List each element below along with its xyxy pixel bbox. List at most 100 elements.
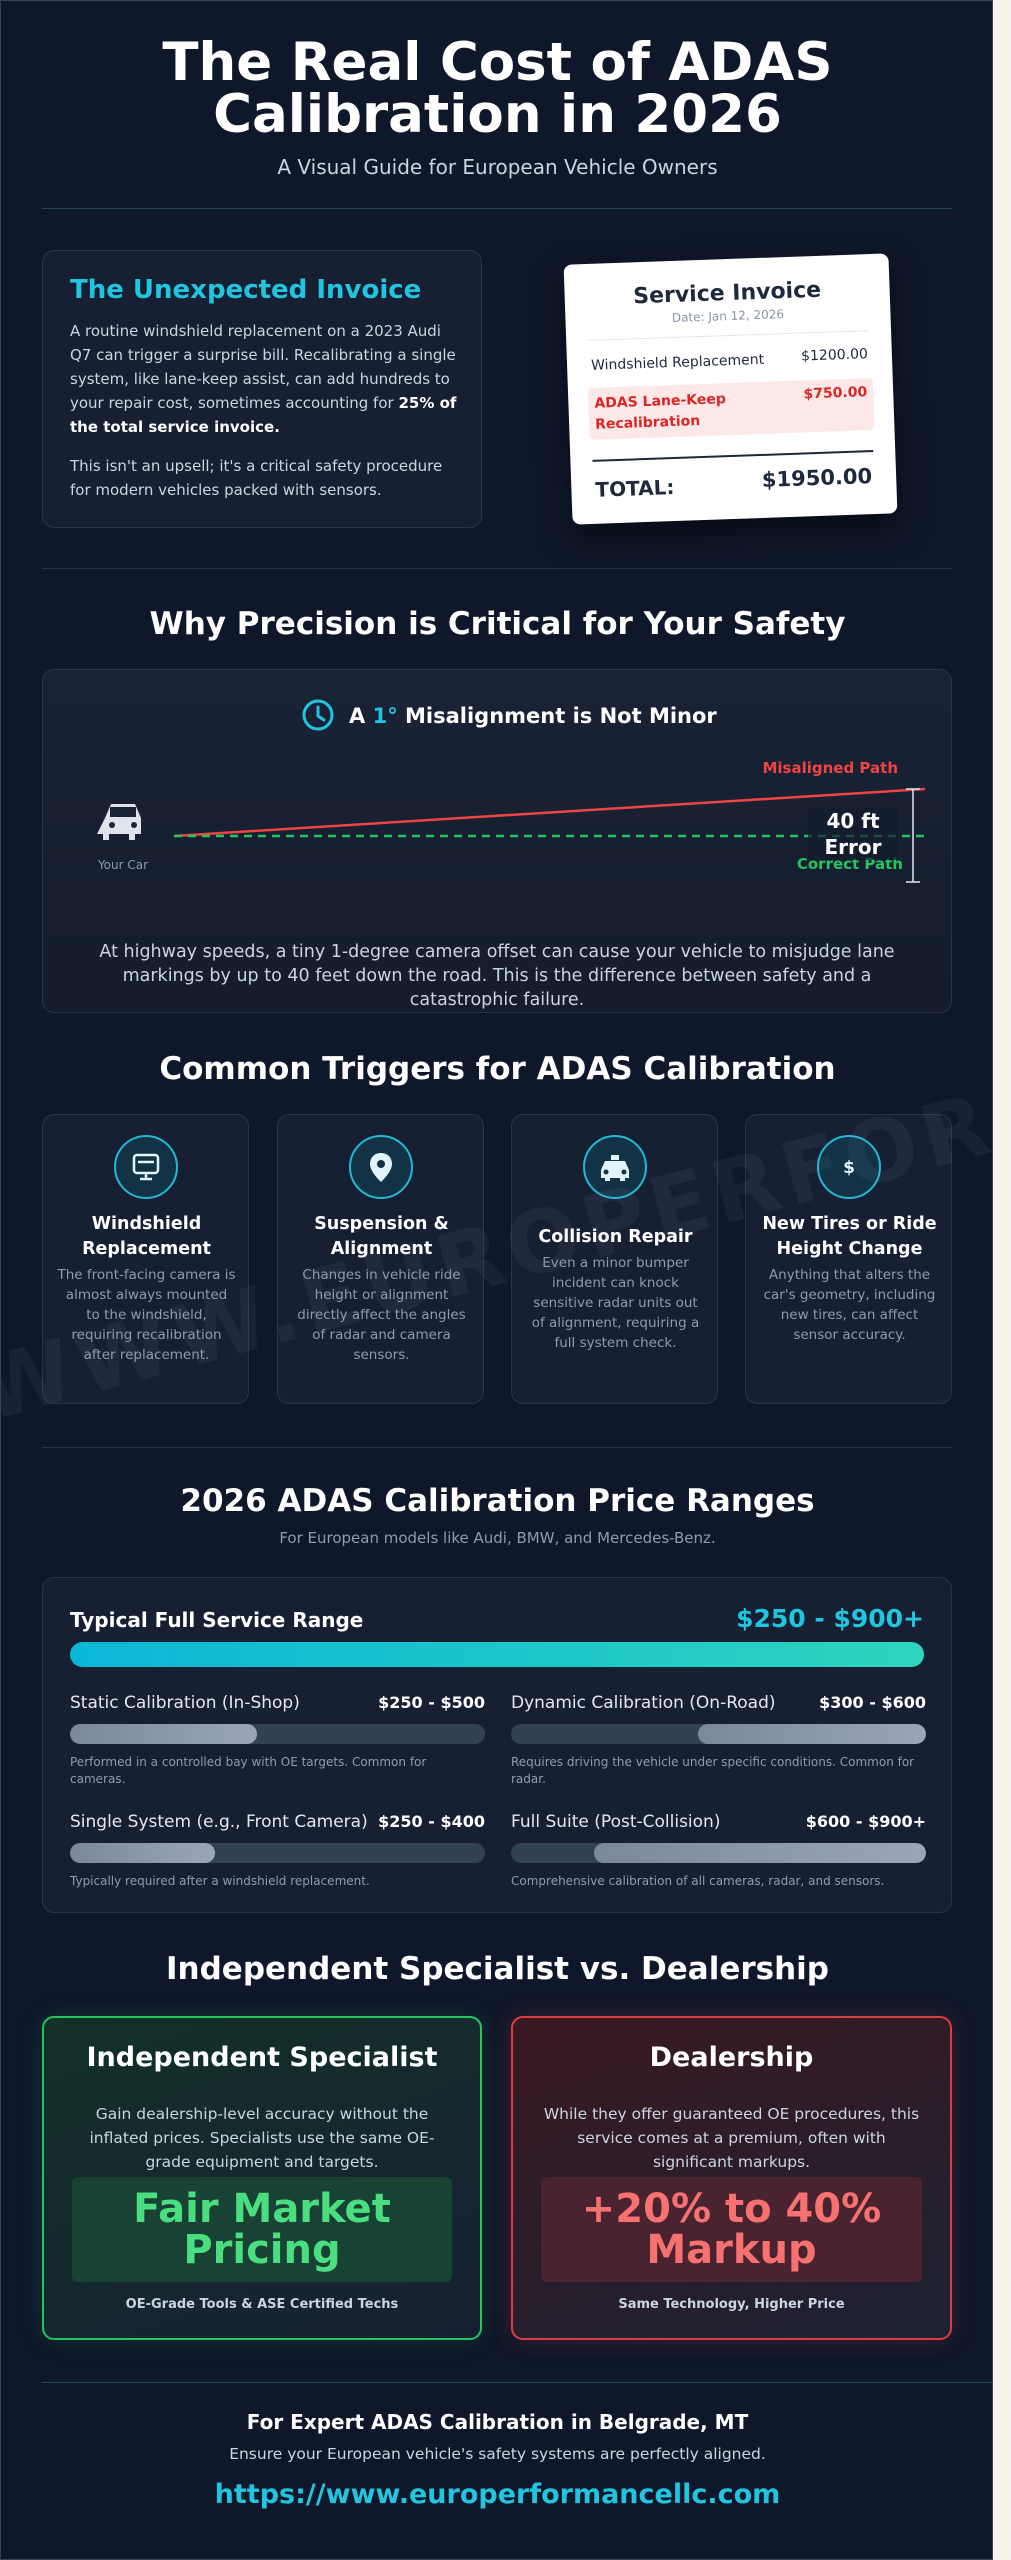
price-card: Typical Full Service Range $250 - $900+ … bbox=[42, 1577, 952, 1913]
invoice-card: Service Invoice Date: Jan 12, 2026 Winds… bbox=[563, 253, 898, 525]
highlight-text: +20% to 40% Markup bbox=[581, 2185, 882, 2273]
text: A bbox=[349, 704, 373, 728]
divider bbox=[42, 568, 952, 569]
price-label: Static Calibration (In-Shop) bbox=[70, 1693, 300, 1713]
diagram-card: A 1° Misalignment is Not Minor Your Car … bbox=[42, 669, 952, 1013]
trigger-card: Suspension & Alignment Changes in vehicl… bbox=[277, 1114, 484, 1404]
price-value: $600 - $900+ bbox=[805, 1812, 926, 1831]
price-bar-fill bbox=[70, 1724, 257, 1744]
price-value: $250 - $400 bbox=[378, 1812, 485, 1831]
highlight-box: Fair Market Pricing bbox=[72, 2177, 452, 2282]
invoice-item: ADAS Lane-Keep Recalibration bbox=[594, 391, 727, 433]
divider bbox=[42, 2382, 992, 2383]
alignment-diagram: A 1° Misalignment is Not Minor Your Car … bbox=[97, 699, 926, 883]
card-text: While they offer guaranteed OE procedure… bbox=[543, 2105, 920, 2171]
range-value: $250 - $900+ bbox=[736, 1604, 924, 1633]
trigger-title: Windshield Replacement bbox=[82, 1214, 211, 1259]
icon bbox=[583, 1135, 647, 1199]
price-bar-fill bbox=[70, 1843, 216, 1863]
misaligned-label: Misaligned Path bbox=[762, 759, 898, 777]
invoice-intro-card: The Unexpected Invoice A routine windshi… bbox=[42, 250, 482, 528]
section-heading: 2026 ADAS Calibration Price Ranges bbox=[180, 1483, 815, 1519]
footer-text: Ensure your European vehicle's safety sy… bbox=[229, 2445, 766, 2463]
total-label: TOTAL: bbox=[595, 475, 675, 502]
trigger-title: Suspension & Alignment bbox=[314, 1214, 449, 1259]
paragraph: This isn't an upsell; it's a critical sa… bbox=[70, 457, 443, 499]
highlight-row: ADAS Lane-Keep Recalibration $750.00 bbox=[587, 378, 875, 440]
trigger-card: Collision Repair Even a minor bumper inc… bbox=[511, 1114, 718, 1404]
invoice-amount: $1200.00 bbox=[800, 346, 869, 365]
range-bar bbox=[70, 1642, 924, 1667]
car-label: Your Car bbox=[97, 858, 148, 872]
trigger-title: New Tires or Ride Height Change bbox=[762, 1214, 937, 1259]
icon bbox=[349, 1135, 413, 1199]
diagram-caption: At highway speeds, a tiny 1-degree camer… bbox=[99, 942, 895, 1010]
trigger-text: Anything that alters the car's geometry,… bbox=[763, 1267, 936, 1343]
price-label: Single System (e.g., Front Camera) bbox=[70, 1812, 368, 1832]
text: A routine windshield replacement on a 20… bbox=[70, 322, 456, 412]
divider bbox=[588, 330, 870, 341]
price-bar bbox=[70, 1724, 485, 1744]
page-title: The Real Cost of ADAS Calibration in 202… bbox=[162, 32, 833, 145]
price-note: Typically required after a windshield re… bbox=[70, 1874, 370, 1888]
card-title: Independent Specialist bbox=[86, 2042, 438, 2073]
trigger-text: Even a minor bumper incident can knock s… bbox=[531, 1255, 700, 1351]
range-label: Typical Full Service Range bbox=[70, 1608, 364, 1632]
car-icon bbox=[97, 804, 141, 840]
bold-text: 25% of the total service invoice. bbox=[70, 394, 457, 436]
price-value: $300 - $600 bbox=[819, 1693, 926, 1712]
footer-link-wrap: https://www.europerformancellc.com bbox=[1, 2479, 992, 2510]
icon bbox=[114, 1135, 178, 1199]
price-note: Performed in a controlled bay with OE ta… bbox=[70, 1755, 427, 1786]
section-heading: Common Triggers for ADAS Calibration bbox=[159, 1051, 836, 1087]
card-text: Gain dealership-level accuracy without t… bbox=[89, 2105, 435, 2171]
highlight: 1° bbox=[373, 704, 398, 728]
error-label: 40 ft Error bbox=[808, 808, 898, 860]
trigger-title: Collision Repair bbox=[538, 1227, 693, 1247]
price-bar-fill bbox=[594, 1843, 926, 1863]
price-note: Requires driving the vehicle under speci… bbox=[511, 1755, 915, 1786]
clock-icon bbox=[302, 699, 334, 731]
misaligned-path bbox=[173, 787, 926, 838]
section-heading: The Unexpected Invoice bbox=[70, 275, 422, 305]
trigger-text: The front-facing camera is almost always… bbox=[57, 1267, 236, 1363]
page-subtitle: A Visual Guide for European Vehicle Owne… bbox=[277, 155, 718, 179]
highlight-text: Fair Market Pricing bbox=[133, 2185, 391, 2273]
divider bbox=[42, 1447, 952, 1448]
price-bar bbox=[511, 1843, 926, 1863]
independent-card: Independent Specialist Gain dealership-l… bbox=[42, 2016, 482, 2340]
icon: $ bbox=[817, 1135, 881, 1199]
text: Misalignment is Not Minor bbox=[398, 704, 718, 728]
trigger-card: Windshield Replacement The front-facing … bbox=[42, 1114, 249, 1404]
price-label: Full Suite (Post-Collision) bbox=[511, 1812, 721, 1832]
invoice-amount: $750.00 bbox=[803, 384, 868, 403]
divider bbox=[592, 450, 874, 462]
trigger-text: Changes in vehicle ride height or alignm… bbox=[297, 1267, 466, 1363]
footer-title: For Expert ADAS Calibration in Belgrade,… bbox=[246, 2410, 749, 2434]
section-heading: Independent Specialist vs. Dealership bbox=[166, 1951, 829, 1987]
section-subtitle: For European models like Audi, BMW, and … bbox=[279, 1529, 716, 1547]
invoice-item: Windshield Replacement bbox=[590, 351, 765, 374]
price-note: Comprehensive calibration of all cameras… bbox=[511, 1874, 885, 1888]
card-footnote: Same Technology, Higher Price bbox=[618, 2297, 845, 2312]
card-title: Dealership bbox=[649, 2042, 814, 2073]
dealership-card: Dealership While they offer guaranteed O… bbox=[511, 2016, 952, 2340]
card-footnote: OE-Grade Tools & ASE Certified Techs bbox=[125, 2297, 399, 2312]
divider bbox=[42, 208, 952, 209]
trigger-card: $ New Tires or Ride Height Change Anythi… bbox=[745, 1114, 952, 1404]
diagram-title: A 1° Misalignment is Not Minor bbox=[349, 704, 717, 728]
price-label: Dynamic Calibration (On-Road) bbox=[511, 1693, 776, 1713]
price-bar bbox=[70, 1843, 485, 1863]
price-bar-fill bbox=[697, 1724, 926, 1744]
highlight-box: +20% to 40% Markup bbox=[541, 2177, 922, 2282]
section-heading: Why Precision is Critical for Your Safet… bbox=[149, 606, 846, 642]
paragraph: A routine windshield replacement on a 20… bbox=[70, 319, 465, 439]
error-bracket bbox=[906, 788, 920, 883]
total-value: $1950.00 bbox=[761, 464, 873, 492]
price-value: $250 - $500 bbox=[378, 1693, 485, 1712]
error-label-box: 40 ft Error bbox=[808, 808, 898, 860]
website-link[interactable]: https://www.europerformancellc.com bbox=[214, 2479, 781, 2510]
price-bar bbox=[511, 1724, 926, 1744]
